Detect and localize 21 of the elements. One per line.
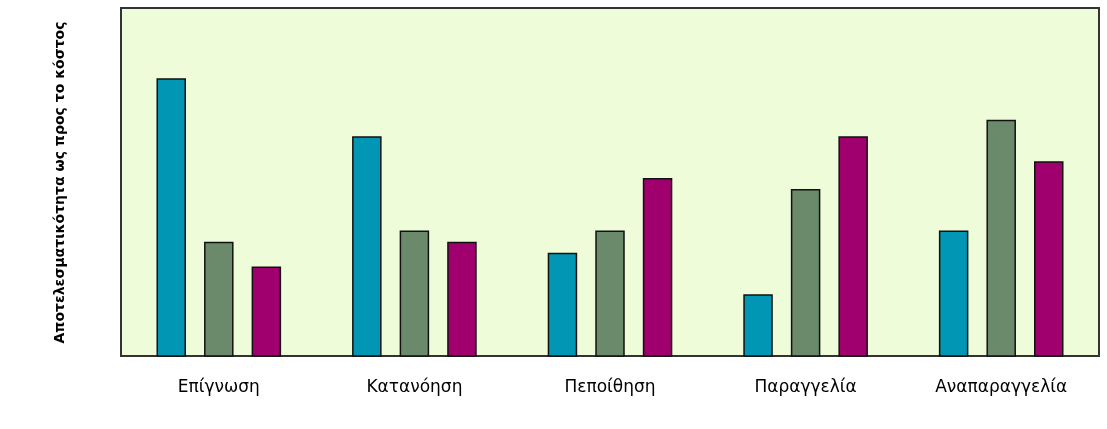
bar xyxy=(743,294,773,357)
bar xyxy=(1034,161,1064,357)
bar xyxy=(352,136,382,357)
y-axis-title: Αποτελεσματικότητα ως προς το κόστος xyxy=(50,21,67,344)
bar xyxy=(447,241,477,357)
bar xyxy=(547,252,578,357)
bar xyxy=(938,230,969,357)
bar xyxy=(156,78,186,357)
x-tick-label: Αναπαραγγελία xyxy=(935,375,1068,396)
x-tick-label: Επίγνωση xyxy=(177,375,260,396)
bar xyxy=(838,136,868,357)
bar xyxy=(204,241,234,357)
bar xyxy=(986,119,1016,357)
bar xyxy=(790,189,821,357)
bar xyxy=(399,230,430,357)
x-tick-label: Πεποίθηση xyxy=(564,375,656,396)
bar xyxy=(642,177,673,357)
x-tick-label: Κατανόηση xyxy=(366,375,463,396)
x-tick-label: Παραγγελία xyxy=(754,375,857,396)
bar xyxy=(251,266,282,357)
bar xyxy=(595,230,625,357)
